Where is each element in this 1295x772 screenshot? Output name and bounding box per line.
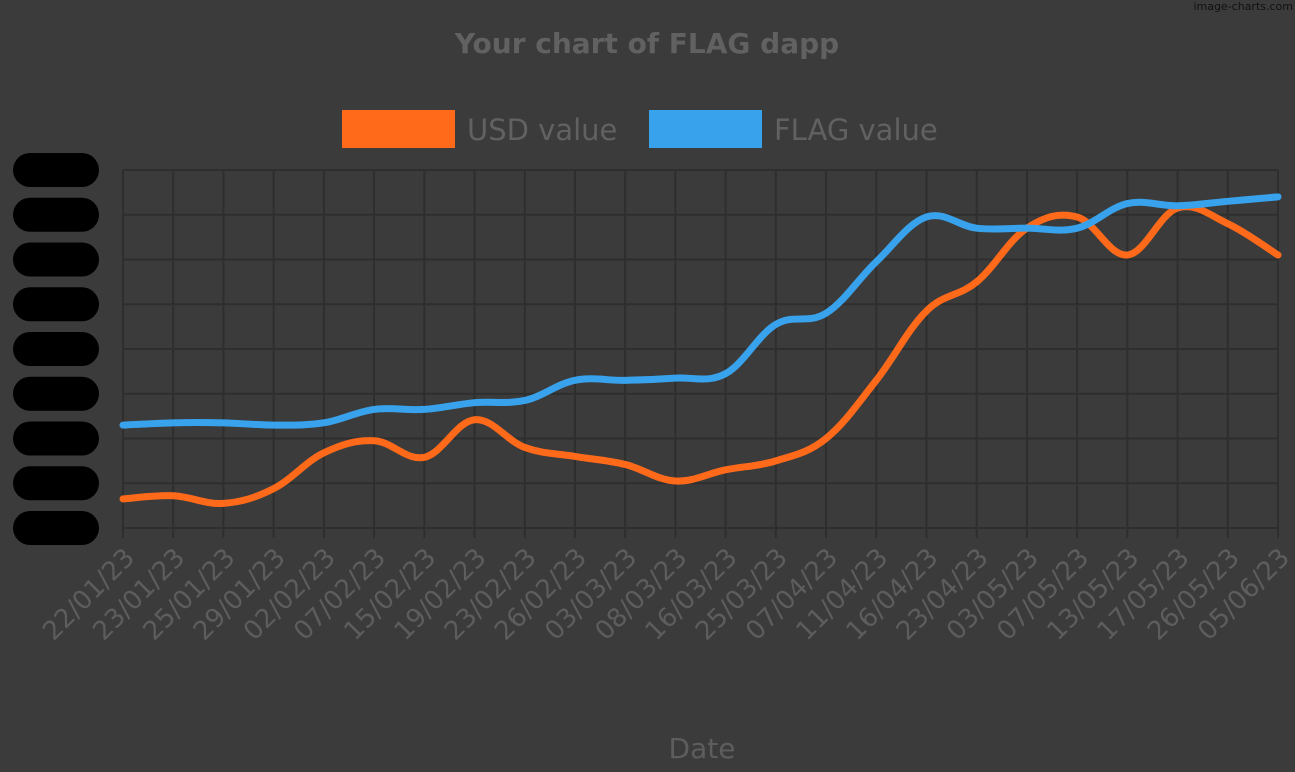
y-tick-label-redacted xyxy=(13,332,99,366)
y-tick-label-redacted xyxy=(13,153,99,187)
y-tick-label-redacted xyxy=(13,197,99,232)
series-lines xyxy=(119,193,1282,507)
y-tick-label-redacted xyxy=(13,421,99,456)
legend-label-flag-value: FLAG value xyxy=(774,113,938,147)
y-tick-label-redacted xyxy=(13,466,99,501)
legend-label-usd-value: USD value xyxy=(467,113,617,147)
y-tick-label-redacted xyxy=(13,511,99,545)
y-axis-tick-labels xyxy=(13,153,99,545)
legend-swatch-usd-value xyxy=(342,110,455,148)
y-tick-label-redacted xyxy=(13,376,99,411)
x-axis-tick-labels: 22/01/2323/01/2325/01/2329/01/2302/02/23… xyxy=(37,543,1295,647)
watermark: image-charts.com xyxy=(1193,0,1293,13)
x-axis-title: Date xyxy=(669,732,736,765)
grid xyxy=(122,169,1279,538)
y-tick-label-redacted xyxy=(13,287,99,322)
legend: USD value FLAG value xyxy=(342,110,938,148)
y-tick-label-redacted xyxy=(13,242,99,277)
series-line-flag-value xyxy=(119,193,1282,429)
chart-title: Your chart of FLAG dapp xyxy=(454,27,839,60)
series-line-usd-value xyxy=(119,203,1282,507)
legend-swatch-flag-value xyxy=(649,110,762,148)
